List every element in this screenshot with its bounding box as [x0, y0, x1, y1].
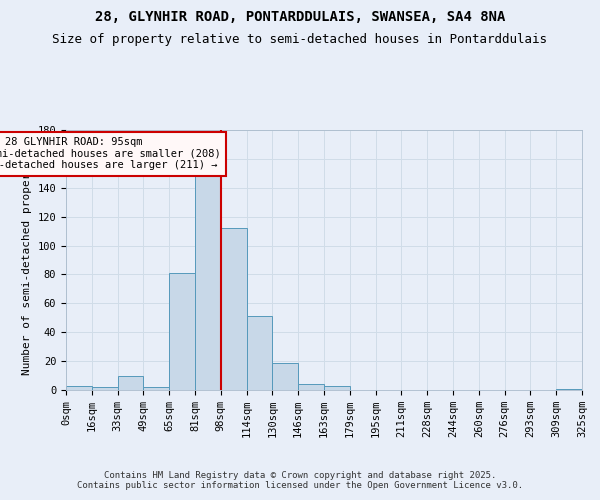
Bar [195, 176, 221, 390]
Bar [221, 228, 247, 390]
Text: Contains HM Land Registry data © Crown copyright and database right 2025.
Contai: Contains HM Land Registry data © Crown c… [77, 470, 523, 490]
Bar [298, 384, 324, 390]
Y-axis label: Number of semi-detached properties: Number of semi-detached properties [22, 145, 32, 375]
Bar [92, 387, 118, 390]
Bar [143, 387, 169, 390]
Bar [556, 388, 582, 390]
Bar [272, 362, 298, 390]
Bar [169, 273, 195, 390]
Bar [324, 386, 350, 390]
Text: 28 GLYNHIR ROAD: 95sqm
← 49% of semi-detached houses are smaller (208)
49% of se: 28 GLYNHIR ROAD: 95sqm ← 49% of semi-det… [0, 137, 221, 170]
Bar [247, 316, 272, 390]
Bar [66, 386, 92, 390]
Text: 28, GLYNHIR ROAD, PONTARDDULAIS, SWANSEA, SA4 8NA: 28, GLYNHIR ROAD, PONTARDDULAIS, SWANSEA… [95, 10, 505, 24]
Bar [118, 376, 143, 390]
Text: Size of property relative to semi-detached houses in Pontarddulais: Size of property relative to semi-detach… [53, 32, 548, 46]
